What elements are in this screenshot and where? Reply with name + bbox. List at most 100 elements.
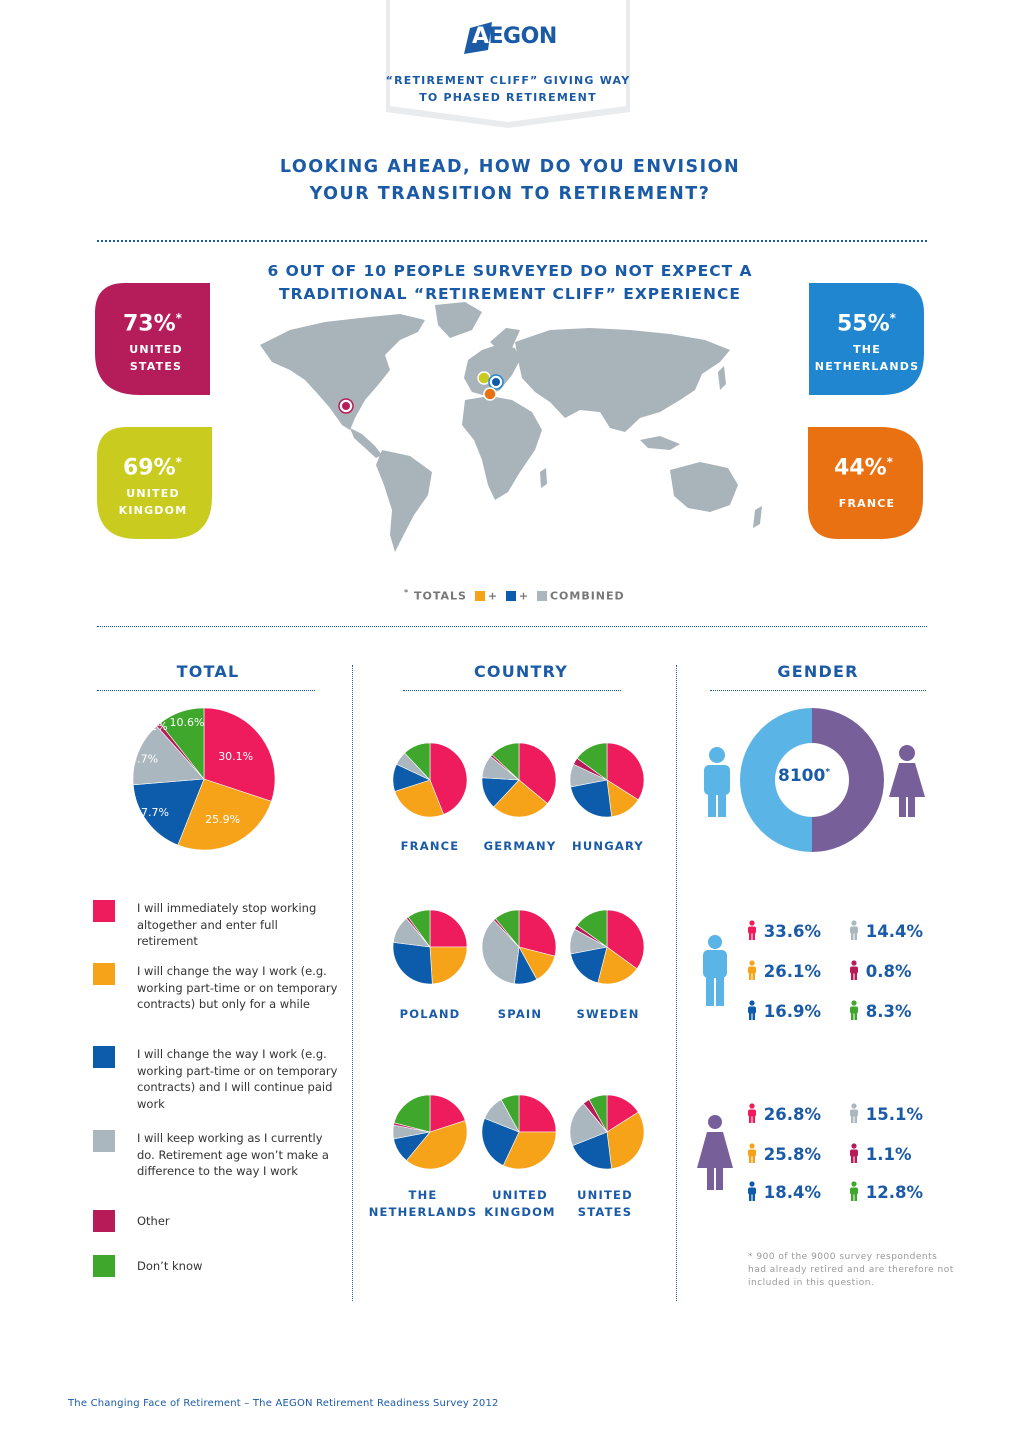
stat-fr-name: FRANCE [838, 497, 896, 510]
stat-male-other: 0.8% [848, 960, 912, 981]
pie-sweden-slice-change-temp [597, 946, 638, 985]
headline-line-2: YOUR TRANSITION TO RETIREMENT? [309, 184, 711, 204]
nl-marker-dot [492, 378, 500, 386]
new-zealand [753, 506, 762, 528]
total-slice-immediate-stop [203, 707, 276, 802]
legend-swatch [93, 1130, 115, 1152]
legend-swatch [93, 1210, 115, 1232]
pie-poland [392, 909, 468, 985]
note-swatch-grey [536, 590, 547, 601]
pie-sweden-slice-immediate-stop [606, 909, 645, 970]
japan [718, 366, 726, 390]
female-icon [889, 745, 925, 817]
stat-uk-name: UNITED KINGDOM [118, 487, 188, 517]
pie-netherlands-slice-immediate-stop [429, 1094, 466, 1133]
africa [462, 396, 542, 500]
legend-swatch [93, 1255, 115, 1277]
fr-marker [483, 387, 497, 401]
pie-us-slice-change-continue [572, 1131, 612, 1170]
stat-female-temp: 25.8% [746, 1143, 821, 1164]
stat-fr: 44%* FRANCE [808, 427, 923, 539]
stat-us-name: UNITED STATES [129, 343, 183, 373]
stat-male-dontknow: 8.3% [848, 1000, 912, 1021]
pie-uk-slice-change-temp [502, 1131, 557, 1170]
country-label-us: UNITED STATES [577, 1188, 633, 1219]
pie-germany [481, 742, 557, 818]
pie-uk-slice-dont-know [500, 1094, 520, 1133]
total-slice-keep-working [132, 725, 205, 786]
stat-nl-pct: 55%* [837, 311, 896, 337]
mini-figure-icon [848, 920, 860, 941]
pie-poland-slice-change-temp [429, 946, 468, 985]
aegon-logo: AEGON [472, 24, 557, 49]
pie-uk-slice-immediate-stop [518, 1094, 557, 1133]
note-swatch-orange [474, 590, 485, 601]
total-pie-label-change-temp: 25.9% [205, 813, 240, 826]
stat-uk-pct: 69%* [123, 455, 182, 481]
headline-line-1: LOOKING AHEAD, HOW DO YOU ENVISION [279, 157, 741, 177]
stat-male-continue: 16.9% [746, 1000, 821, 1021]
stat-us: 73%* UNITED STATES [95, 283, 210, 395]
stat-male-temp: 26.1% [746, 960, 821, 981]
stat-female-keep: 15.1% [848, 1103, 923, 1124]
total-pie-chart: 30.1% 25.9% 17.7% 14.7% 1% 10.6% [123, 707, 276, 851]
total-slice-dont-know [159, 707, 205, 780]
pie-netherlands [392, 1094, 468, 1170]
pie-hungary [569, 742, 645, 818]
indonesia [640, 436, 680, 450]
pie-spain-slice-keep-working [481, 919, 520, 985]
mini-figure-icon [746, 1143, 758, 1164]
footer: The Changing Face of Retirement – The AE… [68, 1398, 499, 1409]
total-pie-label-keep-working: 14.7% [123, 752, 158, 765]
stat-male-keep: 14.4% [848, 920, 923, 941]
pie-france-slice-immediate-stop [429, 742, 468, 815]
mini-figure-icon [746, 1103, 758, 1124]
pie-uk-slice-change-continue [481, 1117, 520, 1166]
mini-figure-icon [746, 920, 758, 941]
pie-hungary-slice-change-continue [570, 779, 612, 818]
divider-total [97, 690, 315, 691]
male-icon [704, 747, 730, 817]
stat-nl-name: THE NETHERLANDS [814, 343, 920, 373]
country-label-spain: SPAIN [497, 1007, 543, 1021]
section-gender-title: GENDER [777, 662, 859, 681]
mini-figure-icon [848, 1143, 860, 1164]
pie-hungary-slice-dont-know [576, 742, 608, 781]
pie-netherlands-slice-change-temp [405, 1120, 468, 1170]
pie-france-slice-dont-know [404, 742, 431, 781]
pie-netherlands-slice-dont-know [393, 1094, 431, 1133]
world-map [260, 302, 762, 552]
totals-note: * TOTALS + + COMBINED [404, 588, 625, 603]
pie-poland-slice-change-continue [392, 942, 433, 985]
country-label-netherlands: THE NETHERLANDS [368, 1188, 478, 1219]
pie-spain-slice-immediate-stop [518, 909, 557, 957]
pie-spain [481, 909, 557, 985]
pie-germany-slice-dont-know [491, 742, 520, 781]
pie-france-slice-change-temp [394, 779, 445, 818]
country-label-france: FRANCE [400, 839, 460, 853]
note-swatch-blue [505, 590, 516, 601]
logo-mark [464, 22, 492, 54]
total-slice-change-continue [132, 778, 205, 846]
pie-sweden [569, 909, 645, 985]
male-stats-icon [703, 935, 727, 1006]
mini-figure-icon [848, 1000, 860, 1021]
pie-us-slice-change-temp [606, 1111, 645, 1170]
donut-female-slice [812, 708, 884, 852]
pie-sweden-slice-change-continue [570, 946, 608, 984]
logo-banner: AEGON “RETIREMENT CLIFF” GIVING WAY TO P… [378, 0, 638, 128]
pie-france [392, 742, 468, 818]
legend-swatch [93, 1046, 115, 1068]
stat-fr-pct: 44%* [834, 455, 893, 481]
stat-female-continue: 18.4% [746, 1181, 821, 1202]
greenland [435, 302, 482, 338]
mini-figure-icon [746, 1181, 758, 1202]
pie-us-slice-dont-know [588, 1094, 608, 1133]
divider-top [97, 240, 927, 242]
stat-uk: 69%* UNITED KINGDOM [97, 427, 212, 539]
country-label-uk: UNITED KINGDOM [484, 1188, 556, 1219]
pie-uk [481, 1094, 557, 1170]
divider-mid [97, 626, 927, 627]
divider-country [403, 690, 621, 691]
banner-line-1: “RETIREMENT CLIFF” GIVING WAY [385, 74, 631, 87]
